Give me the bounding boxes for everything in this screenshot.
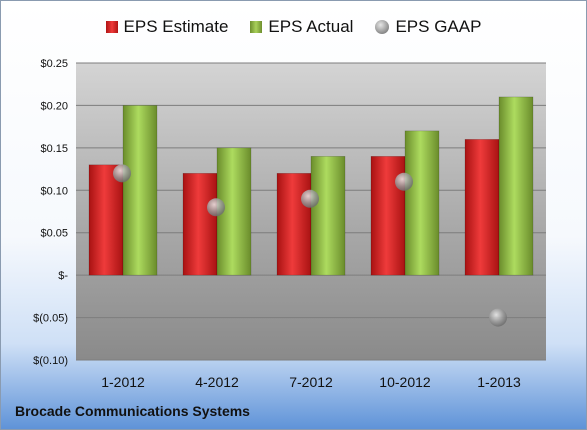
- y-tick-label: $0.10: [40, 185, 68, 197]
- bar-eps-estimate: [464, 139, 500, 276]
- x-tick-label: 1-2012: [101, 374, 145, 390]
- bar-eps-actual: [310, 156, 346, 276]
- legend-item-actual: EPS Actual: [250, 17, 353, 37]
- y-tick-label: $0.05: [40, 228, 68, 240]
- chart-legend: EPS Estimate EPS Actual EPS GAAP: [1, 17, 586, 37]
- legend-item-gaap: EPS GAAP: [375, 17, 481, 37]
- x-tick-label: 7-2012: [289, 374, 333, 390]
- point-eps-gaap: [301, 189, 319, 208]
- legend-label-gaap: EPS GAAP: [395, 17, 482, 36]
- y-tick-label: $0.20: [40, 100, 68, 112]
- point-eps-gaap: [395, 172, 413, 191]
- bar-eps-actual: [122, 105, 158, 276]
- bar-eps-estimate: [276, 173, 312, 276]
- legend-swatch-gaap: [375, 20, 390, 34]
- point-eps-gaap: [489, 308, 507, 327]
- y-tick-label: $(0.05): [33, 313, 68, 325]
- y-tick-label: $-: [58, 270, 68, 282]
- bar-eps-estimate: [182, 173, 218, 276]
- company-name: Brocade Communications Systems: [15, 403, 250, 419]
- y-tick-label: $0.25: [40, 58, 68, 70]
- x-tick-label: 4-2012: [195, 374, 239, 390]
- x-axis-labels: 1-2012 4-2012 7-2012 10-2012 1-2013: [101, 374, 521, 390]
- point-eps-gaap: [113, 164, 131, 183]
- x-tick-label: 10-2012: [379, 374, 431, 390]
- bar-eps-actual: [498, 96, 534, 276]
- legend-swatch-actual: [250, 21, 263, 33]
- bar-eps-estimate: [88, 164, 124, 276]
- legend-item-estimate: EPS Estimate: [105, 17, 229, 37]
- x-tick-label: 1-2013: [477, 374, 521, 390]
- legend-label-actual: EPS Actual: [268, 17, 354, 36]
- legend-label-estimate: EPS Estimate: [123, 17, 229, 36]
- bar-eps-actual: [404, 130, 440, 276]
- y-axis-labels: $0.25 $0.20 $0.15 $0.10 $0.05 $- $(0.05) $(0.10…: [33, 58, 68, 367]
- legend-swatch-estimate: [105, 21, 118, 33]
- y-tick-label: $(0.10): [33, 355, 68, 367]
- y-tick-label: $0.15: [40, 143, 68, 155]
- point-eps-gaap: [207, 198, 225, 217]
